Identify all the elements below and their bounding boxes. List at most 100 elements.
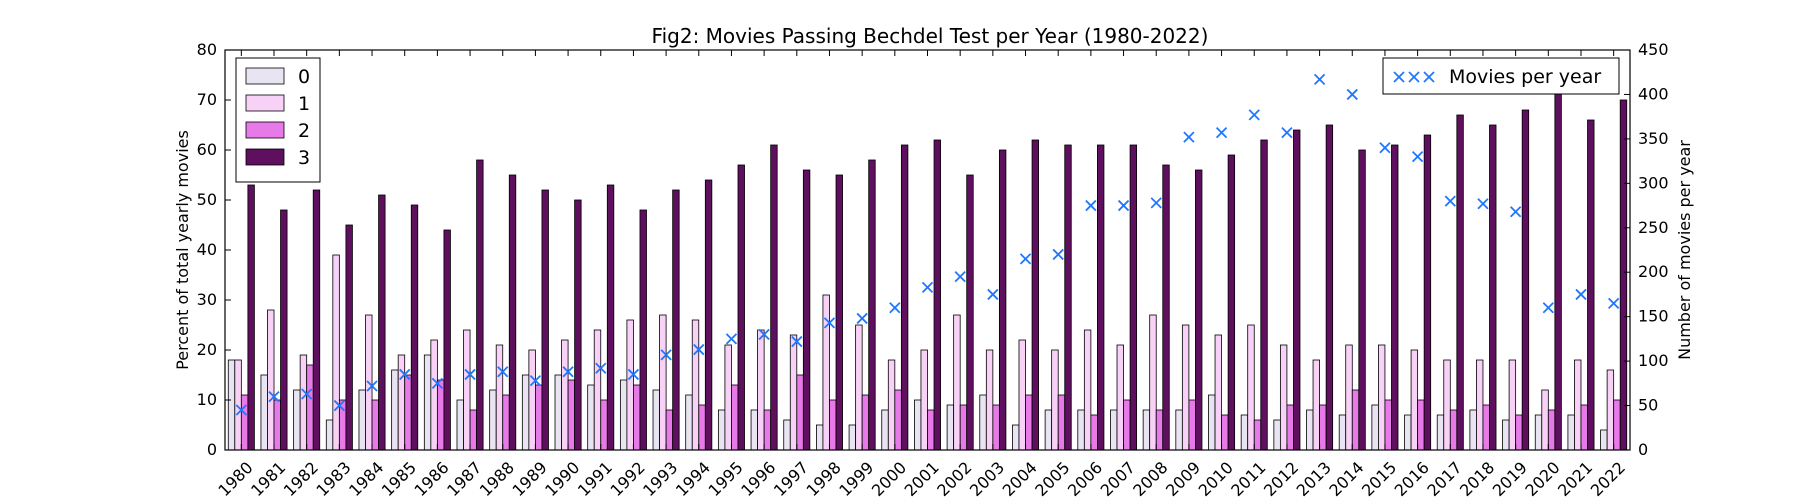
bar-2-2022 [1613, 399, 1621, 451]
x-tick-label: 1986 [410, 458, 452, 500]
x-tick-label: 1980 [214, 458, 256, 500]
bar-3-2009 [1195, 169, 1203, 451]
x-tick-label: 2012 [1260, 458, 1302, 500]
y-tick-label: 80 [197, 40, 217, 59]
bar-1-2008 [1149, 314, 1157, 451]
x-tick-label: 2008 [1129, 458, 1171, 500]
bar-1-2011 [1247, 324, 1255, 451]
marker-2022 [1608, 297, 1620, 309]
bar-0-1997 [783, 419, 791, 451]
bar-0-2013 [1306, 409, 1314, 451]
y2-tick-label: 400 [1638, 84, 1669, 103]
bar-0-2020 [1534, 414, 1543, 451]
bar-2-1996 [763, 409, 772, 451]
bar-3-1981 [280, 209, 288, 451]
bar-0-1995 [717, 409, 726, 451]
y-axis-label: Percent of total yearly movies [173, 130, 192, 370]
y-tick-label: 0 [207, 440, 217, 459]
bar-1-2019 [1508, 359, 1517, 451]
legend-bechdel-scores: 0 1 2 3 [235, 57, 321, 183]
bar-3-2021 [1587, 119, 1595, 451]
bar-3-2005 [1064, 144, 1072, 451]
bar-3-2007 [1129, 144, 1138, 451]
bar-3-2010 [1227, 154, 1236, 451]
bar-1-1990 [561, 339, 569, 451]
bar-0-2005 [1044, 409, 1053, 451]
bar-2-1985 [404, 374, 412, 451]
bar-2-1998 [829, 399, 837, 451]
x-tick-label: 1999 [835, 458, 877, 500]
bar-3-2013 [1325, 124, 1334, 451]
marker-1988 [497, 366, 509, 378]
bar-2-2006 [1090, 414, 1098, 451]
bar-3-2006 [1097, 144, 1105, 451]
legend-label-1: 1 [298, 93, 310, 115]
bar-1-1981 [267, 309, 275, 451]
bar-3-1990 [574, 199, 582, 451]
bar-2-2010 [1221, 414, 1229, 451]
bar-2-2013 [1319, 404, 1327, 451]
y2-tick-label: 150 [1638, 307, 1669, 326]
marker-2018 [1477, 198, 1489, 210]
x-tick-label: 2021 [1554, 458, 1596, 500]
bar-3-1982 [312, 189, 321, 451]
bar-2-2002 [959, 404, 968, 451]
bar-1-1986 [430, 339, 438, 451]
bar-3-1996 [770, 144, 778, 451]
bar-0-2002 [946, 404, 955, 451]
marker-1998 [823, 317, 836, 329]
bar-3-2012 [1293, 129, 1301, 451]
bar-3-1987 [476, 159, 484, 451]
bar-3-1983 [345, 224, 353, 451]
bar-2-1980 [240, 394, 249, 451]
x-tick-label: 2017 [1423, 458, 1465, 500]
x-tick-label: 1994 [672, 458, 714, 500]
legend-swatch-0 [245, 67, 285, 85]
bar-2-1992 [633, 384, 641, 451]
bar-2-1986 [436, 379, 445, 451]
bar-3-2008 [1162, 164, 1170, 451]
marker-1981 [268, 391, 280, 403]
bar-3-2020 [1554, 89, 1562, 451]
bar-3-1998 [835, 174, 843, 451]
x-tick-label: 2014 [1325, 458, 1367, 500]
marker-2019 [1510, 206, 1522, 218]
bar-1-1992 [626, 319, 634, 451]
bar-0-2019 [1502, 419, 1510, 451]
marker-1984 [366, 380, 378, 392]
x-tick-label: 2016 [1391, 458, 1433, 500]
bar-0-2017 [1436, 414, 1445, 451]
marker-2002 [954, 271, 966, 283]
bar-3-1986 [443, 229, 451, 451]
marker-2021 [1575, 288, 1587, 301]
bar-1-2022 [1606, 369, 1615, 451]
bar-3-2019 [1521, 109, 1530, 451]
bar-2-2018 [1482, 404, 1490, 451]
bar-2-2017 [1449, 409, 1458, 451]
y-tick-label: 50 [197, 190, 217, 209]
y2-tick-label: 0 [1638, 440, 1648, 459]
x-tick-label: 2019 [1489, 458, 1531, 500]
bar-0-1982 [293, 389, 301, 451]
marker-2013 [1313, 73, 1326, 85]
x-tick-label: 1981 [247, 458, 289, 500]
x-tick-label: 1998 [803, 458, 845, 500]
bar-2-1981 [273, 399, 281, 451]
markers-group [235, 73, 1620, 416]
marker-1989 [529, 375, 542, 387]
bar-0-1984 [358, 389, 366, 451]
bar-1-1983 [332, 254, 340, 451]
legend-marker-x [1393, 71, 1405, 83]
x-tick-label: 2015 [1358, 458, 1400, 500]
x-tick-label: 1984 [345, 458, 387, 500]
legend-label-2: 2 [298, 120, 310, 142]
bar-3-2011 [1260, 139, 1268, 451]
bar-2-1999 [861, 394, 870, 451]
chart-title: Fig2: Movies Passing Bechdel Test per Ye… [652, 24, 1209, 48]
bar-2-2019 [1515, 414, 1523, 451]
y2-tick-label: 300 [1638, 173, 1669, 192]
y2-tick-label: 50 [1638, 396, 1658, 415]
bar-2-2005 [1057, 394, 1066, 451]
bar-2-2020 [1547, 409, 1556, 451]
bar-3-2016 [1423, 134, 1432, 451]
